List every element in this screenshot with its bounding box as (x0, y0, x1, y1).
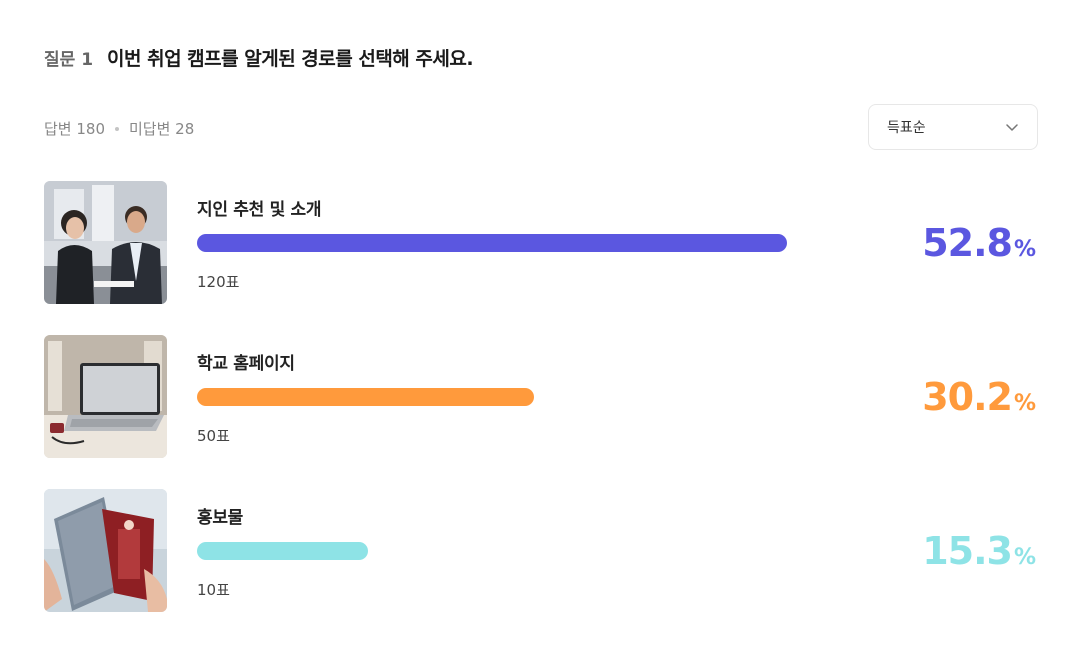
business-meeting-photo (44, 181, 167, 304)
sort-selected-value: 득표순 (887, 120, 926, 136)
vote-bar-fill (197, 388, 535, 406)
unanswered-count: 미답변 28 (129, 120, 195, 138)
percentage: 52.8 % (922, 221, 1036, 265)
percentage: 30.2 % (922, 375, 1036, 419)
laptop-on-desk-photo (44, 335, 167, 458)
question-header: 질문 1 이번 취업 캠프를 알게된 경로를 선택해 주세요. (44, 44, 474, 71)
percent-sign: % (1013, 237, 1036, 262)
vote-bar-fill (197, 234, 787, 252)
poll-option: 학교 홈페이지 50표 30.2 % (44, 335, 1038, 459)
question-number: 질문 1 (44, 50, 94, 70)
vote-bar-track (197, 234, 787, 252)
response-stats: 답변 180 미답변 28 (44, 118, 194, 139)
separator-dot (115, 126, 119, 131)
answered-count: 답변 180 (44, 120, 105, 138)
brochure-photo (44, 489, 167, 612)
vote-count: 10표 (197, 581, 230, 599)
vote-bar-fill (197, 542, 368, 560)
vote-count: 120표 (197, 273, 240, 291)
vote-count: 50표 (197, 427, 230, 445)
percent-sign: % (1013, 545, 1036, 570)
question-title: 이번 취업 캠프를 알게된 경로를 선택해 주세요. (107, 48, 474, 70)
chevron-down-icon (1006, 124, 1018, 131)
sort-dropdown[interactable]: 득표순 (868, 104, 1038, 150)
percentage: 15.3 % (922, 529, 1036, 573)
vote-bar-track (197, 388, 787, 406)
poll-option: 홍보물 10표 15.3 % (44, 489, 1038, 613)
poll-option: 지인 추천 및 소개 120표 52.8 % (44, 181, 1038, 305)
percentage-value: 15.3 (922, 529, 1013, 573)
percent-sign: % (1013, 391, 1036, 416)
percentage-value: 52.8 (922, 221, 1013, 265)
option-label: 학교 홈페이지 (197, 354, 295, 374)
percentage-value: 30.2 (922, 375, 1013, 419)
option-label: 지인 추천 및 소개 (197, 200, 322, 220)
vote-bar-track (197, 542, 787, 560)
option-label: 홍보물 (197, 508, 244, 528)
